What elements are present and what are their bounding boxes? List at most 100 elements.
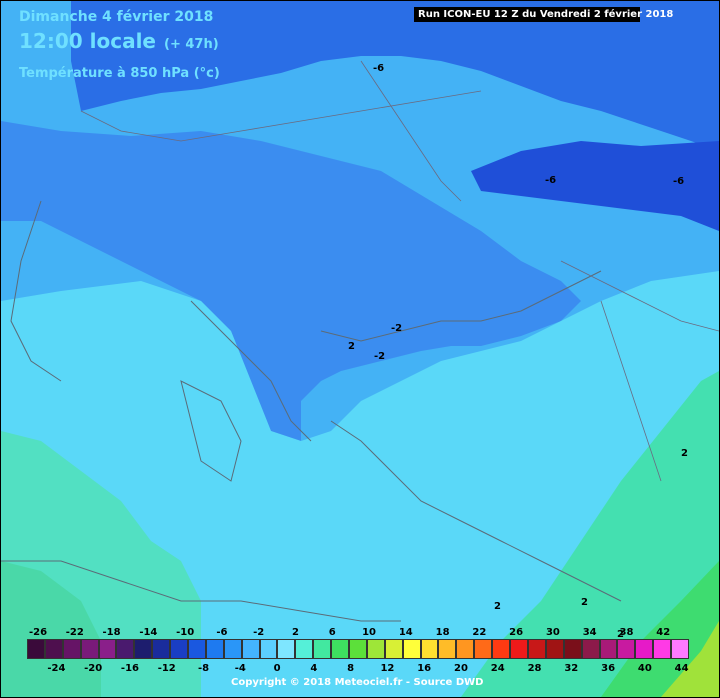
legend-swatch xyxy=(492,639,511,659)
legend-tick-label: 18 xyxy=(435,627,450,638)
legend-tick-label: 6 xyxy=(328,627,336,638)
legend-tick-label: 22 xyxy=(472,627,487,638)
isoline-label: 2 xyxy=(681,448,688,459)
run-info: Run ICON-EU 12 Z du Vendredi 2 février 2… xyxy=(414,7,673,22)
legend-swatch xyxy=(27,639,45,659)
coastlines xyxy=(1,200,622,622)
borders xyxy=(80,60,719,482)
legend-swatch xyxy=(384,639,403,659)
legend-tick-label: 34 xyxy=(582,627,597,638)
copyright-text: Copyright © 2018 Meteociel.fr - Source D… xyxy=(231,677,484,688)
isoline-label: -2 xyxy=(374,351,385,362)
legend-swatch xyxy=(510,639,528,659)
warm-region-se3 xyxy=(661,621,719,697)
legend-swatch xyxy=(653,639,672,659)
forecast-date: Dimanche 4 février 2018 xyxy=(19,9,214,25)
legend-tick-label: -12 xyxy=(157,663,176,674)
legend-tick-label: 38 xyxy=(619,627,634,638)
legend-swatch xyxy=(402,639,421,659)
legend-swatch xyxy=(671,639,689,659)
legend-swatch xyxy=(98,639,117,659)
isoline-label: 2 xyxy=(348,341,355,352)
legend-swatch xyxy=(116,639,135,659)
legend-tick-label: -26 xyxy=(28,627,48,638)
legend-tick-label: 10 xyxy=(362,627,376,638)
legend-tick-label: 42 xyxy=(656,627,671,638)
color-scale-legend: -26 -22 -18 -14 -10 -6 -2 2 6 10 14 18 22 26 30 34 38 42 … xyxy=(27,623,689,689)
legend-tick-label: -22 xyxy=(65,627,84,638)
legend-tick-label: -24 xyxy=(47,663,66,674)
legend-tick-label: -14 xyxy=(139,627,158,638)
legend-swatch xyxy=(563,639,582,659)
legend-swatch xyxy=(474,639,493,659)
legend-swatch xyxy=(80,639,99,659)
legend-tick-label: -4 xyxy=(234,663,246,674)
legend-swatch xyxy=(599,639,618,659)
legend-swatch xyxy=(581,639,600,659)
warm-region-se2 xyxy=(601,561,719,697)
legend-tick-label: 32 xyxy=(564,663,579,674)
legend-tick-label: 16 xyxy=(417,663,432,674)
legend-swatch xyxy=(241,639,260,659)
legend-swatch xyxy=(205,639,224,659)
legend-tick-label: 44 xyxy=(674,663,689,674)
legend-tick-label: 4 xyxy=(310,663,318,674)
legend-swatch xyxy=(366,639,385,659)
legend-swatch xyxy=(259,639,278,659)
legend-swatch xyxy=(170,639,189,659)
legend-tick-label: 14 xyxy=(398,627,413,638)
legend-swatches xyxy=(27,639,689,661)
legend-tick-label: -10 xyxy=(176,627,195,638)
legend-tick-label: 26 xyxy=(509,627,524,638)
isoline-label: 2 xyxy=(494,601,501,612)
isoline-label: -6 xyxy=(673,176,684,187)
legend-tick-label: -2 xyxy=(253,627,265,638)
parameter-label: Température à 850 hPa (°c) xyxy=(19,66,220,81)
legend-swatch xyxy=(527,639,546,659)
legend-swatch xyxy=(152,639,171,659)
legend-swatch xyxy=(188,639,206,659)
legend-swatch xyxy=(438,639,457,659)
legend-tick-label: 30 xyxy=(545,627,560,638)
legend-swatch xyxy=(635,639,654,659)
cold-band-north xyxy=(71,1,719,151)
legend-tick-label: 0 xyxy=(273,663,281,674)
isoline-label: 2 xyxy=(581,597,588,608)
legend-swatch xyxy=(313,639,332,659)
legend-tick-label: -20 xyxy=(84,663,103,674)
legend-tick-label: 24 xyxy=(490,663,505,674)
warm-region-se xyxy=(461,371,719,697)
legend-tick-label: -6 xyxy=(216,627,228,638)
legend-tick-label: 12 xyxy=(380,663,395,674)
legend-swatch xyxy=(223,639,242,659)
isoline-label: -6 xyxy=(373,63,384,74)
forecast-time: 12:00 locale (+ 47h) xyxy=(19,29,219,53)
legend-swatch xyxy=(44,639,63,659)
legend-tick-label: 2 xyxy=(291,627,299,638)
isoline-label: -6 xyxy=(545,175,556,186)
legend-tick-label: 20 xyxy=(454,663,468,674)
legend-swatch xyxy=(134,639,153,659)
legend-tick-label: -16 xyxy=(120,663,139,674)
legend-swatch xyxy=(349,639,367,659)
legend-tick-label: 28 xyxy=(527,663,542,674)
legend-swatch xyxy=(617,639,636,659)
legend-swatch xyxy=(277,639,296,659)
legend-swatch xyxy=(331,639,350,659)
legend-swatch xyxy=(420,639,439,659)
isoline-label: 2 xyxy=(617,629,624,640)
legend-tick-label: -8 xyxy=(197,663,210,674)
legend-swatch xyxy=(456,639,475,659)
legend-tick-label: -18 xyxy=(102,627,121,638)
cool-region xyxy=(1,121,581,441)
forecast-time-value: 12:00 locale xyxy=(19,29,156,53)
warm-region-w xyxy=(1,561,101,697)
legend-swatch xyxy=(62,639,81,659)
legend-swatch xyxy=(295,639,314,659)
legend-tick-label: 36 xyxy=(601,663,616,674)
forecast-offset: (+ 47h) xyxy=(164,37,219,52)
legend-tick-label: 40 xyxy=(637,663,652,674)
isoline-label: -2 xyxy=(391,323,402,334)
